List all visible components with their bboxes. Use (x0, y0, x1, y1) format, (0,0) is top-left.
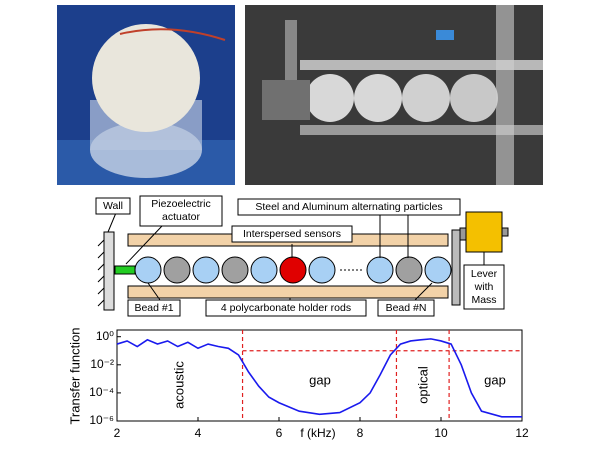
label-rods: 4 polycarbonate holder rods (221, 302, 351, 314)
label-sensors: Interspersed sensors (243, 228, 341, 240)
label-bead-first: Bead #1 (134, 302, 173, 314)
label-particles: Steel and Aluminum alternating particles (255, 201, 442, 213)
x-tick-label: 4 (195, 426, 202, 440)
plot-frame (116, 329, 523, 422)
y-tick-label: 10⁻² (90, 357, 114, 371)
x-axis-label: f (kHz) (300, 426, 335, 440)
region-label: acoustic (171, 361, 186, 409)
transfer-line (116, 338, 522, 418)
x-tick-label: 2 (114, 426, 121, 440)
label-lever: Mass (471, 294, 496, 306)
label-actuator: Piezoelectric (151, 198, 211, 210)
x-tick-label: 8 (357, 426, 364, 440)
x-tick-label: 10 (434, 426, 448, 440)
photo-apparatus (245, 5, 543, 185)
y-axis-label: Transfer function (67, 327, 82, 424)
label-wall: Wall (103, 200, 123, 212)
y-tick-label: 10⁻⁴ (89, 385, 114, 399)
label-lever: with (474, 281, 494, 293)
x-tick-label: 6 (276, 426, 283, 440)
label-actuator: actuator (162, 211, 200, 223)
region-label: gap (309, 372, 331, 387)
x-tick-label: 12 (515, 426, 529, 440)
region-label: optical (415, 366, 430, 404)
transfer-plot: f (kHz) Transfer function 2 4 6 8 10 12 10⁰ 10⁻… (67, 327, 529, 440)
schematic: Wall Piezoelectric actuator Steel and Al… (95, 195, 509, 317)
photo-sphere (57, 5, 235, 185)
y-tick-label: 10⁰ (96, 329, 114, 343)
label-lever: Lever (471, 268, 498, 280)
label-bead-last: Bead #N (386, 302, 427, 314)
region-label: gap (484, 372, 506, 387)
y-tick-label: 10⁻⁶ (89, 413, 114, 427)
